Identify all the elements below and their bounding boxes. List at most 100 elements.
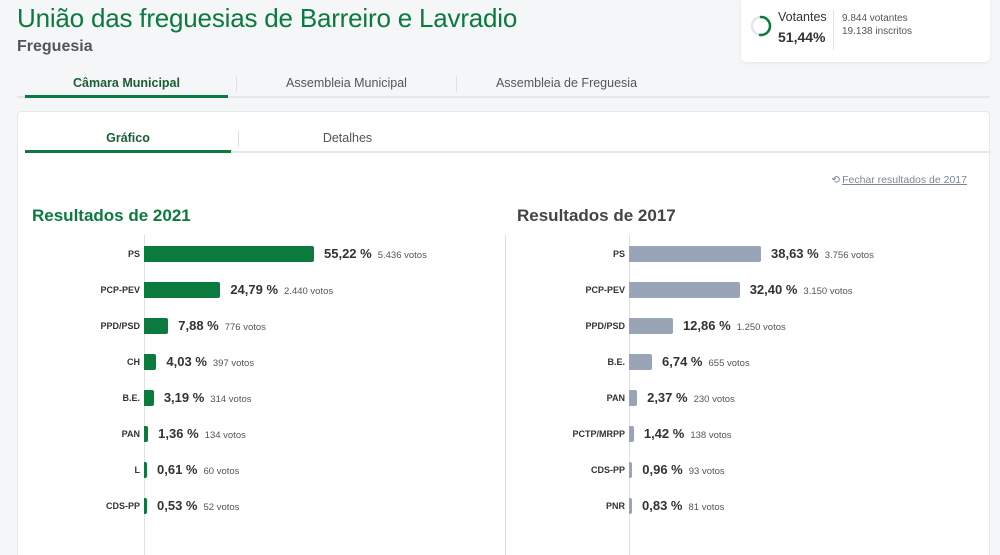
percent-value: 0,61 % bbox=[157, 462, 198, 477]
votes-count: 314 votos bbox=[210, 394, 252, 405]
result-bar bbox=[144, 390, 154, 406]
party-label: CDS-PP bbox=[590, 465, 625, 475]
page-subtitle: Freguesia bbox=[17, 38, 93, 55]
percent-label: 3,19 % 314 votos bbox=[164, 390, 252, 408]
tab-camara-municipal[interactable]: Câmara Municipal bbox=[25, 70, 228, 98]
percent-label: 32,40 % 3.150 votos bbox=[750, 282, 853, 300]
voters-count: 9.844 votantes bbox=[842, 13, 908, 24]
party-label: PAN bbox=[121, 429, 140, 439]
voters-label: Votantes bbox=[778, 10, 827, 24]
party-label: L bbox=[134, 465, 141, 475]
percent-value: 24,79 % bbox=[230, 282, 279, 297]
percent-label: 1,42 % 138 votos bbox=[644, 426, 732, 444]
page-title: União das freguesias de Barreiro e Lavra… bbox=[17, 3, 518, 33]
result-bar bbox=[144, 282, 221, 298]
percent-value: 12,86 % bbox=[682, 318, 731, 333]
percent-label: 2,37 % 230 votos bbox=[647, 390, 735, 408]
percent-value: 0,53 % bbox=[157, 498, 198, 513]
result-bar bbox=[144, 246, 314, 262]
votes-count: 81 votos bbox=[688, 502, 725, 513]
party-label: PCP-PEV bbox=[585, 285, 625, 295]
tab-grafico[interactable]: Gráfico bbox=[25, 125, 231, 153]
party-label: B.E. bbox=[122, 393, 140, 403]
votes-count: 3.150 votos bbox=[803, 286, 853, 297]
election-tabs: Câmara Municipal Assembleia Municipal As… bbox=[17, 70, 990, 98]
result-bar bbox=[629, 462, 633, 478]
votes-count: 776 votos bbox=[224, 322, 266, 333]
divider bbox=[238, 131, 239, 147]
votes-count: 2.440 votos bbox=[284, 286, 334, 297]
result-bar bbox=[144, 462, 147, 478]
votes-count: 5.436 votos bbox=[377, 250, 427, 261]
percent-value: 0,83 % bbox=[642, 498, 683, 513]
percent-value: 3,19 % bbox=[163, 390, 205, 405]
turnout-ring-icon bbox=[750, 15, 772, 37]
result-bar bbox=[629, 390, 638, 406]
party-label: PS bbox=[127, 249, 140, 259]
result-bar bbox=[629, 318, 673, 334]
votes-count: 3.756 votos bbox=[824, 250, 874, 261]
result-bar bbox=[629, 354, 653, 370]
view-tabs: Gráfico Detalhes bbox=[25, 125, 991, 153]
percent-label: 1,36 % 134 votos bbox=[158, 426, 246, 444]
result-bar bbox=[629, 498, 632, 514]
votes-count: 138 votos bbox=[690, 430, 732, 441]
percent-value: 1,42 % bbox=[643, 426, 685, 441]
percent-label: 38,63 % 3.756 votos bbox=[771, 246, 874, 264]
party-label: CH bbox=[127, 357, 140, 367]
percent-label: 12,86 % 1.250 votos bbox=[683, 318, 786, 336]
percent-value: 1,36 % bbox=[158, 426, 199, 441]
party-label: PPD/PSD bbox=[100, 321, 140, 331]
result-bar bbox=[144, 426, 149, 442]
votes-count: 93 votos bbox=[688, 466, 725, 477]
divider bbox=[456, 76, 457, 92]
votes-count: 1.250 votos bbox=[736, 322, 786, 333]
chart-2017-divider bbox=[505, 235, 506, 555]
result-bar bbox=[629, 282, 740, 298]
voters-card: Votantes 51,44% 9.844 votantes 19.138 in… bbox=[741, 0, 990, 62]
percent-value: 7,88 % bbox=[178, 318, 219, 333]
votes-count: 655 votos bbox=[708, 358, 750, 369]
undo-icon: ⟲ bbox=[831, 174, 841, 186]
votes-count: 60 votos bbox=[203, 466, 240, 477]
tab-assembleia-freguesia[interactable]: Assembleia de Freguesia bbox=[495, 76, 638, 90]
party-label: PAN bbox=[606, 393, 625, 403]
registered-count: 19.138 inscritos bbox=[842, 26, 913, 37]
percent-label: 0,61 % 60 votos bbox=[157, 462, 239, 480]
percent-value: 32,40 % bbox=[749, 282, 798, 297]
percent-label: 0,83 % 81 votos bbox=[642, 498, 724, 516]
percent-value: 55,22 % bbox=[324, 246, 372, 261]
result-bar bbox=[144, 318, 169, 334]
result-bar bbox=[629, 246, 761, 262]
percent-value: 4,03 % bbox=[166, 354, 207, 369]
divider bbox=[833, 10, 834, 50]
result-bar bbox=[629, 426, 634, 442]
percent-label: 4,03 % 397 votos bbox=[166, 354, 254, 372]
percent-value: 38,63 % bbox=[771, 246, 819, 261]
party-label: PS bbox=[612, 249, 625, 259]
votes-count: 230 votos bbox=[693, 394, 735, 405]
close-previous-results-link[interactable]: ⟲ Fechar resultados de 2017 bbox=[831, 174, 967, 186]
party-label: PCTP/MRPP bbox=[572, 429, 625, 439]
percent-label: 55,22 % 5.436 votos bbox=[324, 246, 427, 264]
tab-assembleia-municipal[interactable]: Assembleia Municipal bbox=[286, 76, 407, 90]
percent-label: 24,79 % 2.440 votos bbox=[230, 282, 333, 300]
percent-value: 6,74 % bbox=[662, 354, 703, 369]
percent-label: 0,53 % 52 votos bbox=[157, 498, 239, 516]
votes-count: 52 votos bbox=[203, 502, 240, 513]
votes-count: 134 votos bbox=[204, 430, 246, 441]
party-label: PNR bbox=[605, 501, 625, 511]
result-bar bbox=[144, 354, 157, 370]
close-previous-results-label: Fechar resultados de 2017 bbox=[842, 174, 967, 186]
result-bar bbox=[144, 498, 147, 514]
percent-value: 0,96 % bbox=[642, 462, 683, 477]
divider bbox=[236, 76, 237, 92]
percent-value: 2,37 % bbox=[647, 390, 688, 405]
percent-label: 6,74 % 655 votos bbox=[662, 354, 750, 372]
party-label: PCP-PEV bbox=[100, 285, 140, 295]
results-2021-title: Resultados de 2021 bbox=[32, 206, 191, 225]
party-label: CDS-PP bbox=[105, 501, 140, 511]
tab-detalhes[interactable]: Detalhes bbox=[322, 131, 373, 145]
percent-label: 0,96 % 93 votos bbox=[642, 462, 724, 480]
party-label: B.E. bbox=[607, 357, 625, 367]
